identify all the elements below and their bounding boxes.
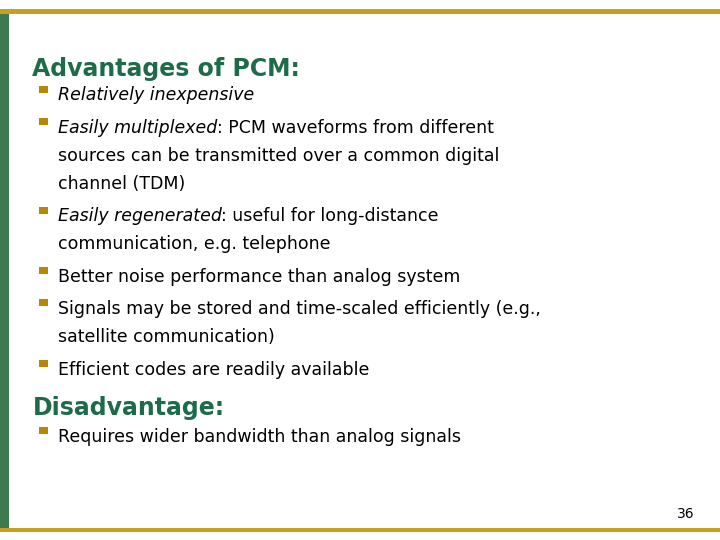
Text: sources can be transmitted over a common digital: sources can be transmitted over a common… — [58, 147, 499, 165]
Text: Relatively inexpensive: Relatively inexpensive — [58, 86, 254, 104]
Text: : useful for long-distance: : useful for long-distance — [222, 207, 439, 225]
Text: Signals may be stored and time-scaled efficiently (e.g.,: Signals may be stored and time-scaled ef… — [58, 300, 541, 318]
Text: : PCM waveforms from different: : PCM waveforms from different — [217, 119, 494, 137]
Text: communication, e.g. telephone: communication, e.g. telephone — [58, 235, 330, 253]
Text: Requires wider bandwidth than analog signals: Requires wider bandwidth than analog sig… — [58, 428, 461, 446]
Text: Efficient codes are readily available: Efficient codes are readily available — [58, 361, 369, 379]
Text: satellite communication): satellite communication) — [58, 328, 274, 346]
Text: Advantages of PCM:: Advantages of PCM: — [32, 57, 300, 80]
Text: Disadvantage:: Disadvantage: — [32, 396, 225, 420]
Text: Easily multiplexed: Easily multiplexed — [58, 119, 217, 137]
Text: Better noise performance than analog system: Better noise performance than analog sys… — [58, 268, 460, 286]
Text: Easily regenerated: Easily regenerated — [58, 207, 222, 225]
Text: channel (TDM): channel (TDM) — [58, 175, 185, 193]
Text: 36: 36 — [678, 507, 695, 521]
